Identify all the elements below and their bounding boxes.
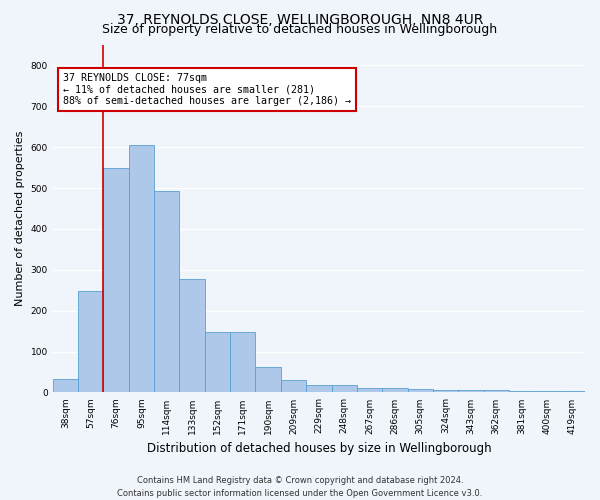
Bar bbox=[129, 145, 154, 392]
Bar bbox=[306, 385, 332, 392]
Bar bbox=[357, 388, 382, 392]
Text: 37, REYNOLDS CLOSE, WELLINGBOROUGH, NN8 4UR: 37, REYNOLDS CLOSE, WELLINGBOROUGH, NN8 … bbox=[117, 12, 483, 26]
Bar bbox=[154, 192, 179, 392]
Bar bbox=[53, 380, 78, 392]
Bar bbox=[103, 168, 129, 392]
Text: Size of property relative to detached houses in Wellingborough: Size of property relative to detached ho… bbox=[103, 22, 497, 36]
Bar bbox=[179, 279, 205, 392]
Bar bbox=[281, 380, 306, 392]
Bar bbox=[407, 389, 433, 392]
Bar bbox=[484, 390, 509, 392]
Bar bbox=[509, 391, 535, 392]
Bar bbox=[535, 391, 560, 392]
Bar bbox=[458, 390, 484, 392]
Y-axis label: Number of detached properties: Number of detached properties bbox=[15, 131, 25, 306]
Bar bbox=[230, 332, 256, 392]
Bar bbox=[433, 390, 458, 392]
Bar bbox=[78, 291, 103, 392]
X-axis label: Distribution of detached houses by size in Wellingborough: Distribution of detached houses by size … bbox=[146, 442, 491, 455]
Text: 37 REYNOLDS CLOSE: 77sqm
← 11% of detached houses are smaller (281)
88% of semi-: 37 REYNOLDS CLOSE: 77sqm ← 11% of detach… bbox=[64, 73, 352, 106]
Bar bbox=[205, 332, 230, 392]
Bar bbox=[332, 385, 357, 392]
Bar bbox=[382, 388, 407, 392]
Bar bbox=[256, 366, 281, 392]
Bar bbox=[560, 391, 585, 392]
Text: Contains HM Land Registry data © Crown copyright and database right 2024.
Contai: Contains HM Land Registry data © Crown c… bbox=[118, 476, 482, 498]
